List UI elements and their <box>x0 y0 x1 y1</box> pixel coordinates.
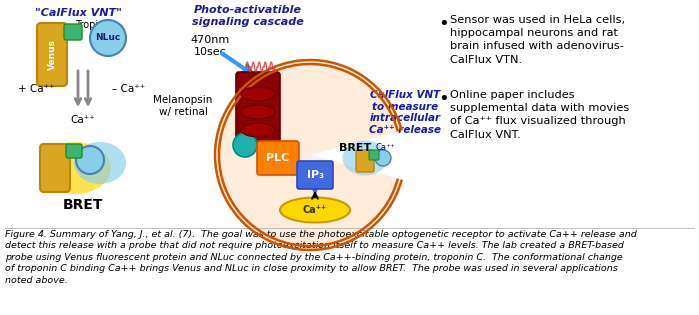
Text: •: • <box>438 15 449 33</box>
FancyBboxPatch shape <box>37 23 67 86</box>
Text: 470nm
10sec: 470nm 10sec <box>190 35 230 57</box>
Ellipse shape <box>74 142 126 184</box>
Text: •: • <box>438 90 449 108</box>
FancyBboxPatch shape <box>66 144 82 158</box>
Text: NLuc: NLuc <box>95 33 121 43</box>
FancyBboxPatch shape <box>369 150 379 160</box>
Text: Tropin C: Tropin C <box>75 20 115 30</box>
Text: IP₃: IP₃ <box>306 170 324 180</box>
Text: Venus: Venus <box>48 39 57 70</box>
Ellipse shape <box>39 142 111 194</box>
Text: BRET: BRET <box>339 143 371 153</box>
Circle shape <box>233 133 257 157</box>
Circle shape <box>76 146 104 174</box>
Text: + Ca⁺⁺: + Ca⁺⁺ <box>18 84 55 94</box>
Text: Photo-activatible
signaling cascade: Photo-activatible signaling cascade <box>192 5 304 26</box>
Text: BRET: BRET <box>63 198 103 212</box>
Text: "CalFlux VNT": "CalFlux VNT" <box>34 8 122 18</box>
Ellipse shape <box>343 140 387 175</box>
Text: Online paper includes
supplemental data with movies
of Ca⁺⁺ flux visualized thro: Online paper includes supplemental data … <box>450 90 629 140</box>
Text: Ca⁺⁺: Ca⁺⁺ <box>71 115 95 125</box>
FancyBboxPatch shape <box>356 150 374 172</box>
Wedge shape <box>215 60 402 250</box>
FancyBboxPatch shape <box>64 24 82 40</box>
Text: Sensor was used in HeLa cells,
hippocampal neurons and rat
brain infused with ad: Sensor was used in HeLa cells, hippocamp… <box>450 15 625 65</box>
FancyBboxPatch shape <box>297 161 333 189</box>
Ellipse shape <box>241 123 275 137</box>
Ellipse shape <box>241 105 275 119</box>
Circle shape <box>90 20 126 56</box>
Circle shape <box>375 150 391 166</box>
Text: Ca⁺⁺: Ca⁺⁺ <box>303 205 327 215</box>
Text: Melanopsin
w/ retinal: Melanopsin w/ retinal <box>153 95 212 117</box>
FancyBboxPatch shape <box>236 72 280 143</box>
Text: Figure 4. Summary of Yang, J., et al. (7).  The goal was to use the photoexcitab: Figure 4. Summary of Yang, J., et al. (7… <box>5 230 637 285</box>
Ellipse shape <box>280 198 350 222</box>
Text: – Ca⁺⁺: – Ca⁺⁺ <box>112 84 145 94</box>
Text: PLC: PLC <box>266 153 289 163</box>
FancyBboxPatch shape <box>257 141 299 175</box>
Text: Ca⁺⁺: Ca⁺⁺ <box>375 144 395 152</box>
Text: CalFlux VNT
to measure
intracellular
Ca⁺⁺ release: CalFlux VNT to measure intracellular Ca⁺… <box>369 90 441 135</box>
Ellipse shape <box>241 87 275 101</box>
FancyBboxPatch shape <box>40 144 70 192</box>
